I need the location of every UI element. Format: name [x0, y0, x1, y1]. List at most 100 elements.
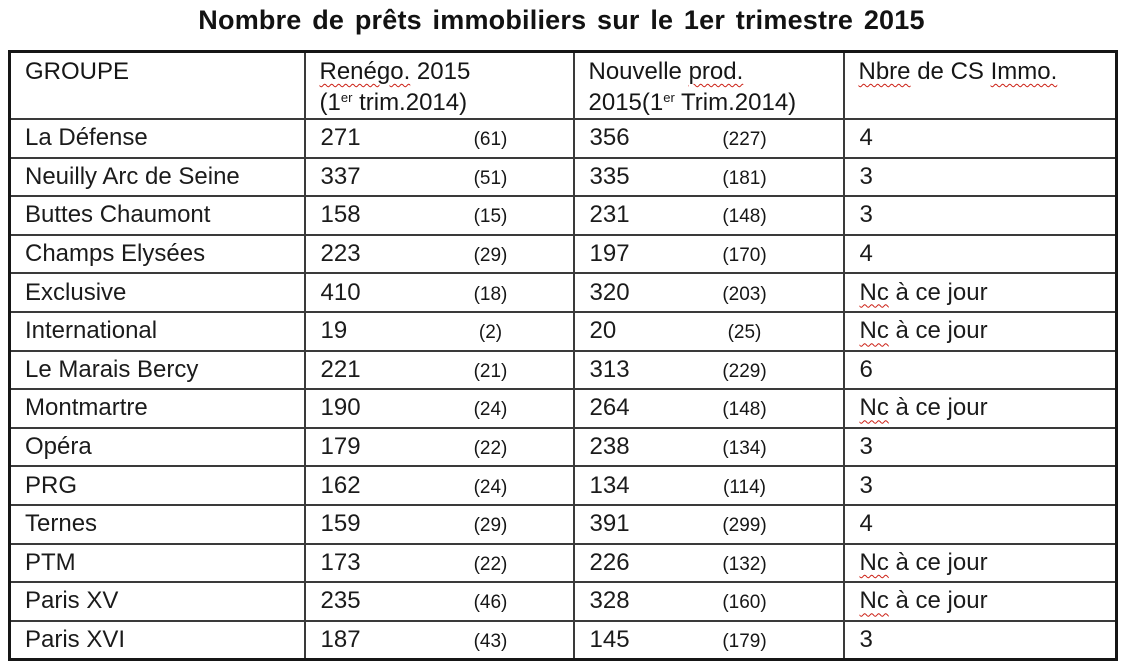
cell-renego: 235 (46) — [303, 581, 575, 622]
cell-renego: 158 (15) — [303, 195, 575, 236]
renego-prev-value: (21) — [473, 360, 508, 382]
cell-cs-immo: 3 — [842, 465, 1118, 506]
cell-nouvelle-prod: 145 (179) — [572, 619, 845, 661]
cell-groupe: Champs Elysées — [8, 233, 306, 275]
table-row: Buttes Chaumont 158 (15) 231 (148) 3 — [8, 195, 1118, 236]
renego-prev-value: (22) — [473, 438, 508, 460]
cell-nouvelle-prod: 226 (132) — [572, 542, 845, 584]
renego-value: 187 — [320, 625, 361, 653]
table-row: Paris XV 235 (46) 328 (160) Nc à ce jour — [8, 581, 1118, 622]
cell-groupe: PRG — [8, 465, 306, 506]
table-row: International 19 (2) 20 (25) Nc à ce jour — [8, 310, 1118, 352]
prod-value: 20 — [589, 317, 617, 345]
cell-renego: 179 (22) — [303, 426, 575, 468]
table-row: Champs Elysées 223 (29) 197 (170) 4 — [8, 233, 1118, 275]
cell-renego: 190 (24) — [303, 388, 575, 429]
renego-prev-value: (18) — [473, 283, 508, 305]
table-body: La Défense 271 (61) 356 (227) 4 Neuilly Arc de… — [8, 118, 1118, 661]
prod-value: 356 — [589, 124, 630, 152]
cell-renego: 271 (61) — [303, 118, 575, 159]
col-header-cs-immo: Nbre de CS Immo. — [842, 50, 1118, 120]
cell-nouvelle-prod: 197 (170) — [572, 233, 845, 275]
cell-cs-immo: 4 — [842, 503, 1118, 545]
table-row: Exclusive 410 (18) 320 (203) Nc à ce jour — [8, 272, 1118, 313]
prod-prev-value: (148) — [722, 399, 767, 421]
renego-prev-value: (29) — [473, 515, 508, 537]
prod-prev-value: (229) — [722, 360, 767, 382]
renego-value: 221 — [320, 355, 361, 383]
cell-nouvelle-prod: 238 (134) — [572, 426, 845, 468]
cell-cs-immo: Nc à ce jour — [842, 542, 1118, 584]
renego-prev-value: (2) — [478, 322, 503, 344]
cs-nc-word: Nc — [859, 317, 889, 345]
cell-groupe: Neuilly Arc de Seine — [8, 156, 306, 198]
header-renego-line2-pre: (1 — [319, 89, 341, 116]
prod-prev-value: (179) — [722, 630, 767, 652]
renego-prev-value: (29) — [473, 245, 508, 267]
renego-prev-value: (24) — [473, 399, 508, 421]
cs-rest: à ce jour — [888, 278, 988, 306]
cell-renego: 173 (22) — [303, 542, 575, 584]
renego-prev-value: (46) — [473, 592, 508, 614]
col-header-nouvelle-prod: Nouvelle prod. 2015(1er Trim.2014) — [572, 50, 845, 120]
header-prod-line2-pre: 2015(1 — [588, 89, 664, 116]
cell-groupe: La Défense — [8, 118, 306, 159]
prod-prev-value: (25) — [727, 322, 762, 344]
cell-nouvelle-prod: 313 (229) — [572, 349, 845, 391]
cell-cs-immo: 3 — [842, 619, 1118, 661]
renego-value: 19 — [320, 317, 348, 345]
header-renego-sup: er — [340, 90, 353, 105]
prod-value: 145 — [589, 625, 630, 653]
prod-prev-value: (148) — [722, 206, 767, 228]
renego-value: 179 — [320, 433, 361, 461]
cs-rest: à ce jour — [888, 587, 988, 615]
cell-renego: 223 (29) — [303, 233, 575, 275]
cell-cs-immo: Nc à ce jour — [842, 310, 1118, 352]
prod-prev-value: (299) — [722, 515, 767, 537]
cell-nouvelle-prod: 391 (299) — [572, 503, 845, 545]
prod-value: 226 — [589, 548, 630, 576]
cell-nouvelle-prod: 20 (25) — [572, 310, 845, 352]
prod-value: 328 — [589, 587, 630, 615]
cell-cs-immo: 3 — [842, 156, 1118, 198]
cell-nouvelle-prod: 335 (181) — [572, 156, 845, 198]
page-title: Nombre de prêts immobiliers sur le 1er t… — [198, 5, 925, 35]
prod-value: 320 — [589, 278, 630, 306]
cell-renego: 19 (2) — [303, 310, 575, 352]
prod-prev-value: (134) — [722, 438, 767, 460]
header-row: GROUPE Renégo. 2015 (1er trim.2014) Nouve… — [8, 50, 1118, 120]
loans-table: GROUPE Renégo. 2015 (1er trim.2014) Nouve… — [8, 50, 1118, 661]
table-row: Neuilly Arc de Seine 337 (51) 335 (181) 3 — [8, 156, 1118, 198]
table-row: Ternes 159 (29) 391 (299) 4 — [8, 503, 1118, 545]
prod-value: 391 — [589, 510, 630, 538]
renego-value: 162 — [320, 471, 361, 499]
cell-cs-immo: 4 — [842, 118, 1118, 159]
table-row: Montmartre 190 (24) 264 (148) Nc à ce jour — [8, 388, 1118, 429]
header-renego-word: Renégo. — [319, 58, 411, 85]
cell-nouvelle-prod: 328 (160) — [572, 581, 845, 622]
header-prod-word: prod. — [688, 58, 744, 85]
table-row: PTM 173 (22) 226 (132) Nc à ce jour — [8, 542, 1118, 584]
col-header-groupe: GROUPE — [8, 50, 306, 120]
header-groupe-label: GROUPE — [25, 58, 130, 85]
cs-rest: à ce jour — [888, 394, 988, 422]
cell-groupe: Le Marais Bercy — [8, 349, 306, 391]
renego-value: 235 — [320, 587, 361, 615]
header-prod-line2-post: Trim.2014) — [674, 89, 797, 116]
header-prod-sup: er — [663, 90, 675, 105]
prod-prev-value: (203) — [722, 283, 767, 305]
cell-nouvelle-prod: 231 (148) — [572, 195, 845, 236]
header-cs-mid: de CS — [910, 58, 991, 85]
cell-groupe: Exclusive — [8, 272, 306, 313]
prod-prev-value: (160) — [722, 592, 767, 614]
cell-groupe: Paris XVI — [8, 619, 306, 661]
header-renego-line2-post: trim.2014) — [352, 89, 468, 116]
cs-nc-word: Nc — [859, 278, 889, 306]
cell-cs-immo: Nc à ce jour — [842, 272, 1118, 313]
renego-prev-value: (24) — [473, 476, 508, 498]
table-row: Paris XVI 187 (43) 145 (179) 3 — [8, 619, 1118, 661]
cs-nc-word: Nc — [859, 587, 889, 615]
prod-prev-value: (227) — [722, 129, 767, 151]
renego-value: 173 — [320, 548, 361, 576]
